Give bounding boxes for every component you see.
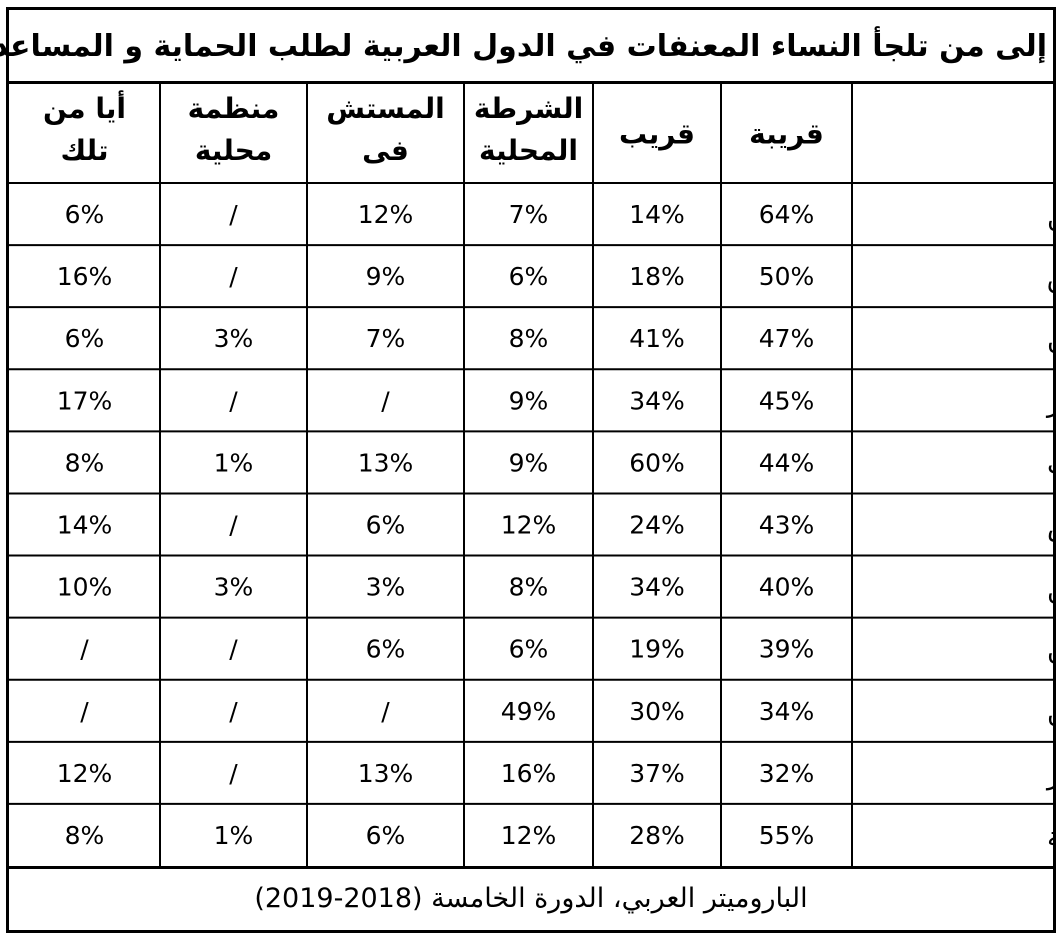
table-cell: 1% [214, 821, 254, 850]
table-cell: / [229, 635, 238, 664]
column-header: قريبة [749, 118, 824, 151]
table-cell: 55% [759, 821, 815, 850]
table-cell: 3% [366, 573, 406, 602]
table-cell: 13% [358, 759, 414, 788]
table-cell: / [80, 635, 89, 664]
column-header: منظمة [188, 92, 280, 125]
table-cell: 13% [358, 448, 414, 477]
table-cell: 6% [509, 635, 549, 664]
table-cell: 40% [759, 573, 815, 602]
table-cell: 16% [501, 759, 557, 788]
table-cell: 37% [629, 759, 685, 788]
column-header: محلية [195, 134, 272, 167]
table-cell: 41% [629, 324, 685, 353]
row-label: مصر [1045, 760, 1053, 791]
table-cell: 12% [358, 200, 414, 229]
table-cell: / [381, 697, 390, 726]
table-cell: 6% [366, 635, 406, 664]
table-cell: 34% [629, 386, 685, 415]
table-grid: قريبة قريب الشرطة المحلية المستش فى منظمة محلية… [9, 84, 1053, 866]
column-header: المحلية [479, 134, 578, 167]
table-cell: 6% [65, 200, 105, 229]
table-cell: 16% [57, 262, 113, 291]
row-label: تونس [1047, 512, 1053, 543]
table-cell: 14% [57, 511, 113, 540]
table-cell: 8% [65, 448, 105, 477]
table-cell: 7% [366, 324, 406, 353]
table-cell: 14% [629, 200, 685, 229]
table-cell: / [229, 697, 238, 726]
row-label: السودان [1047, 325, 1053, 356]
source-note: الباروميتر العربي، الدورة الخامسة (2018-… [9, 866, 1053, 930]
table-cell: 47% [759, 324, 815, 353]
row-label: الأردن [1047, 633, 1053, 667]
table-cell: 43% [759, 511, 815, 540]
table-cell: 28% [629, 821, 685, 850]
data-table: إلى من تلجأ النساء المعنفات في الدول الع… [0, 7, 1056, 933]
table-cell: 44% [759, 448, 815, 477]
table-cell: 64% [759, 200, 815, 229]
row-label: فلسطين [1047, 201, 1053, 232]
table-cell: / [229, 386, 238, 415]
table-cell: 6% [366, 821, 406, 850]
table-cell: / [229, 511, 238, 540]
column-header: فى [362, 134, 409, 167]
row-label: المغرب [1047, 449, 1053, 480]
row-label: العراق [1047, 263, 1053, 294]
table-cell: 3% [214, 324, 254, 353]
table-cell: 6% [509, 262, 549, 291]
column-header: تلك [60, 134, 108, 167]
table-cell: 19% [629, 635, 685, 664]
table-cell: 3% [214, 573, 254, 602]
table-cell: 32% [759, 759, 815, 788]
table-cell: 18% [629, 262, 685, 291]
table-cell: 50% [759, 262, 815, 291]
table-cell: 9% [366, 262, 406, 291]
row-label: اليمن [1047, 574, 1053, 605]
table-cell: / [381, 386, 390, 415]
table-cell: 24% [629, 511, 685, 540]
table-cell: 6% [65, 324, 105, 353]
table-cell: 45% [759, 386, 815, 415]
column-header: الشرطة [474, 92, 583, 125]
row-label: الجزائر [1045, 387, 1053, 418]
column-header: قريب [619, 118, 695, 151]
row-label: الدول العربية [1047, 822, 1053, 853]
table-cell: 39% [759, 635, 815, 664]
table-cell: 7% [509, 200, 549, 229]
table-cell: 34% [759, 697, 815, 726]
table-cell: 8% [509, 573, 549, 602]
row-label: لبنان [1047, 698, 1053, 729]
column-header: المستش [326, 92, 444, 125]
table-cell: 30% [629, 697, 685, 726]
table-cell: 1% [214, 448, 254, 477]
table-cell: 12% [501, 511, 557, 540]
table-cell: / [229, 759, 238, 788]
table-cell: 34% [629, 573, 685, 602]
table-cell: 8% [509, 324, 549, 353]
table-cell: 9% [509, 386, 549, 415]
table-cell: / [229, 200, 238, 229]
table-cell: 12% [57, 759, 113, 788]
table-cell: 8% [65, 821, 105, 850]
table-cell: / [80, 697, 89, 726]
table-title: إلى من تلجأ النساء المعنفات في الدول الع… [0, 10, 1053, 84]
table-cell: 6% [366, 511, 406, 540]
table-cell: 10% [57, 573, 113, 602]
table-cell: 12% [501, 821, 557, 850]
table-cell: 60% [629, 448, 685, 477]
column-header: أيا من [43, 90, 126, 125]
table-cell: / [229, 262, 238, 291]
table-cell: 17% [57, 386, 113, 415]
table-cell: 9% [509, 448, 549, 477]
table-cell: 49% [501, 697, 557, 726]
